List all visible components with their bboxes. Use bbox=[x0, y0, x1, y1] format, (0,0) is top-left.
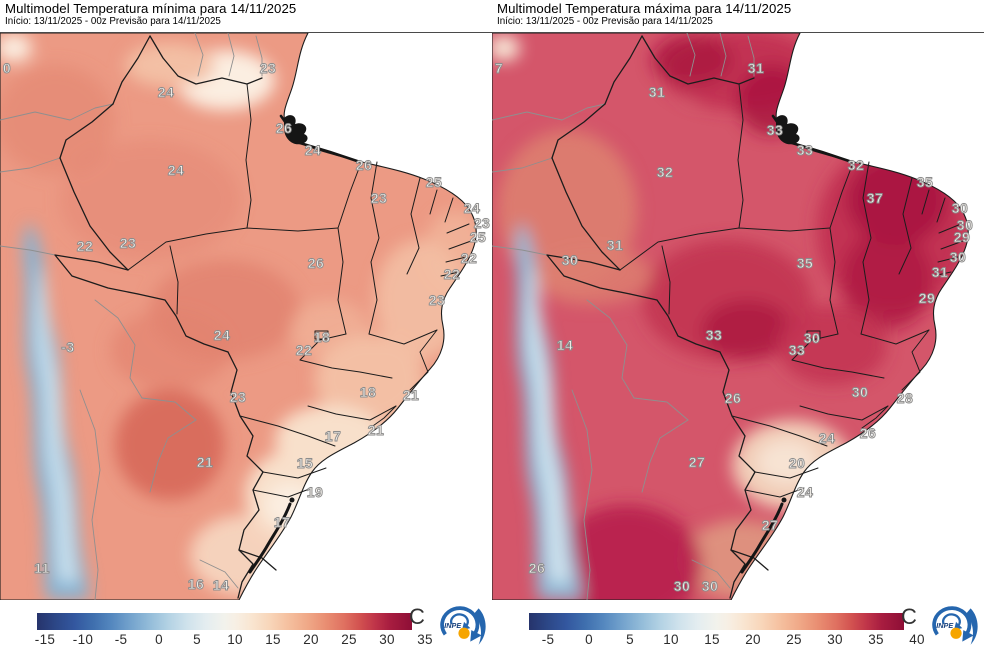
colorbar-max: -5 0 5 10 15 20 25 30 35 40 bbox=[529, 613, 925, 647]
inpe-logo-text: INPE bbox=[936, 621, 954, 630]
map-subtitle-min: Início: 13/11/2025 - 00z Previsão para 1… bbox=[5, 16, 221, 27]
colorbar-tick: -15 bbox=[34, 632, 56, 647]
map-subtitle-max: Início: 13/11/2025 - 00z Previsão para 1… bbox=[497, 16, 713, 27]
colorbar-ticks-min: -15 -10 -5 0 5 10 15 20 25 30 35 bbox=[34, 630, 433, 648]
colorbar-tick: 5 bbox=[626, 632, 634, 647]
header-divider bbox=[0, 32, 492, 33]
colorbar-tick: 25 bbox=[786, 632, 802, 647]
colorbar-tick: 10 bbox=[227, 632, 243, 647]
inpe-logo: INPE bbox=[437, 602, 489, 650]
panel-header-max: Multimodel Temperatura máxima para 14/11… bbox=[492, 0, 984, 32]
colorbar-tick: 20 bbox=[745, 632, 761, 647]
colorbar-tick: 35 bbox=[868, 632, 884, 647]
colorbar-tick: 15 bbox=[704, 632, 720, 647]
brazil-map-max bbox=[492, 33, 984, 600]
colorbar-tick: 0 bbox=[585, 632, 593, 647]
panel-temp-max: Multimodel Temperatura máxima para 14/11… bbox=[492, 0, 984, 656]
inpe-logo: INPE bbox=[929, 602, 981, 650]
map-title-min: Multimodel Temperatura mínima para 14/11… bbox=[5, 1, 297, 16]
colorbar-tick: -5 bbox=[114, 632, 128, 647]
map-canvas-min bbox=[0, 33, 492, 600]
colorbar-tick: 5 bbox=[193, 632, 201, 647]
inpe-logo-text: INPE bbox=[444, 621, 462, 630]
panel-temp-min: Multimodel Temperatura mínima para 14/11… bbox=[0, 0, 492, 656]
colorbar-row-min: -15 -10 -5 0 5 10 15 20 25 30 35 C INPE bbox=[0, 600, 492, 656]
unit-label-max: C bbox=[901, 604, 917, 629]
header-divider bbox=[492, 32, 984, 33]
colorbar-tick: 15 bbox=[265, 632, 281, 647]
map-canvas-max bbox=[492, 33, 984, 600]
colorbar-tick: 10 bbox=[663, 632, 679, 647]
colorbar-min: -15 -10 -5 0 5 10 15 20 25 30 35 bbox=[35, 613, 433, 647]
map-title-max: Multimodel Temperatura máxima para 14/11… bbox=[497, 1, 792, 16]
colorbar-tick: 20 bbox=[303, 632, 319, 647]
colorbar-tick: 0 bbox=[155, 632, 163, 647]
panel-header-min: Multimodel Temperatura mínima para 14/11… bbox=[0, 0, 492, 32]
colorbar-tick: 30 bbox=[379, 632, 395, 647]
unit-label-min: C bbox=[409, 604, 425, 629]
colorbar-tick: -10 bbox=[72, 632, 94, 647]
colorbar-tick: -5 bbox=[541, 632, 555, 647]
colorbar-row-max: -5 0 5 10 15 20 25 30 35 40 C INPE bbox=[492, 600, 984, 656]
colorbar-tick: 40 bbox=[909, 632, 925, 647]
brazil-map-min bbox=[0, 33, 492, 600]
colorbar-tick: 35 bbox=[417, 632, 433, 647]
colorbar-ticks-max: -5 0 5 10 15 20 25 30 35 40 bbox=[529, 630, 925, 648]
colorbar-tick: 25 bbox=[341, 632, 357, 647]
colorbar-tick: 30 bbox=[827, 632, 843, 647]
